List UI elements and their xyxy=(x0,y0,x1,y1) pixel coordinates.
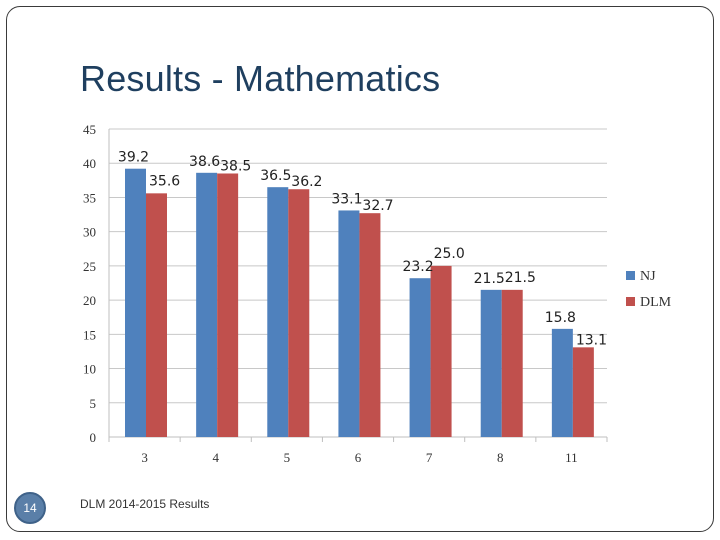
bar-nj xyxy=(125,168,146,437)
y-tick-label: 25 xyxy=(83,259,96,274)
page-number-badge: 14 xyxy=(14,492,46,524)
data-label-dlm: 36.2 xyxy=(291,174,322,190)
bar-dlm xyxy=(288,189,310,437)
bar-dlm xyxy=(430,265,452,437)
x-tick-label: 6 xyxy=(355,450,362,465)
y-tick-label: 15 xyxy=(83,327,96,342)
legend-swatch-nj xyxy=(626,271,635,280)
data-label-dlm: 38.5 xyxy=(220,158,251,174)
x-tick-label: 4 xyxy=(212,450,219,465)
data-label-nj: 23.2 xyxy=(402,259,433,275)
y-tick-label: 30 xyxy=(83,225,96,240)
bar-dlm xyxy=(359,213,381,437)
data-label-dlm: 32.7 xyxy=(362,198,393,214)
bar-nj xyxy=(338,210,360,437)
bar-nj xyxy=(551,328,573,437)
bar-dlm xyxy=(572,347,594,437)
y-tick-label: 45 xyxy=(83,122,96,137)
y-tick-label: 35 xyxy=(83,190,96,205)
y-tick-label: 5 xyxy=(90,396,97,411)
y-tick-label: 10 xyxy=(83,362,96,377)
data-label-dlm: 35.6 xyxy=(149,174,180,190)
y-tick-label: 20 xyxy=(83,293,96,308)
bar-dlm xyxy=(217,173,239,437)
bar-nj xyxy=(409,278,431,437)
x-tick-label: 11 xyxy=(565,450,578,465)
x-tick-label: 3 xyxy=(141,450,148,465)
legend-label-dlm: DLM xyxy=(640,295,672,310)
data-label-dlm: 21.5 xyxy=(505,270,536,286)
data-label-dlm: 13.1 xyxy=(576,332,607,348)
footer-text: DLM 2014-2015 Results xyxy=(80,497,210,511)
bar-nj xyxy=(267,187,289,437)
data-label-nj: 21.5 xyxy=(474,271,505,287)
bar-nj xyxy=(480,289,502,437)
x-tick-label: 8 xyxy=(497,450,504,465)
y-tick-label: 0 xyxy=(90,430,97,445)
y-tick-label: 40 xyxy=(83,156,96,171)
bar-dlm xyxy=(146,193,167,437)
slide-title: Results - Mathematics xyxy=(80,58,441,99)
data-label-nj: 39.2 xyxy=(118,150,149,166)
bar-nj xyxy=(196,172,218,437)
bar-dlm xyxy=(501,289,523,437)
x-tick-label: 7 xyxy=(426,450,433,465)
data-label-nj: 38.6 xyxy=(189,154,220,170)
x-tick-label: 5 xyxy=(284,450,291,465)
data-label-nj: 33.1 xyxy=(331,191,362,207)
data-label-nj: 15.8 xyxy=(545,310,576,326)
data-label-nj: 36.5 xyxy=(260,168,291,184)
legend-label-nj: NJ xyxy=(640,269,656,284)
data-label-dlm: 25.0 xyxy=(434,246,465,262)
legend-swatch-dlm xyxy=(626,297,635,306)
